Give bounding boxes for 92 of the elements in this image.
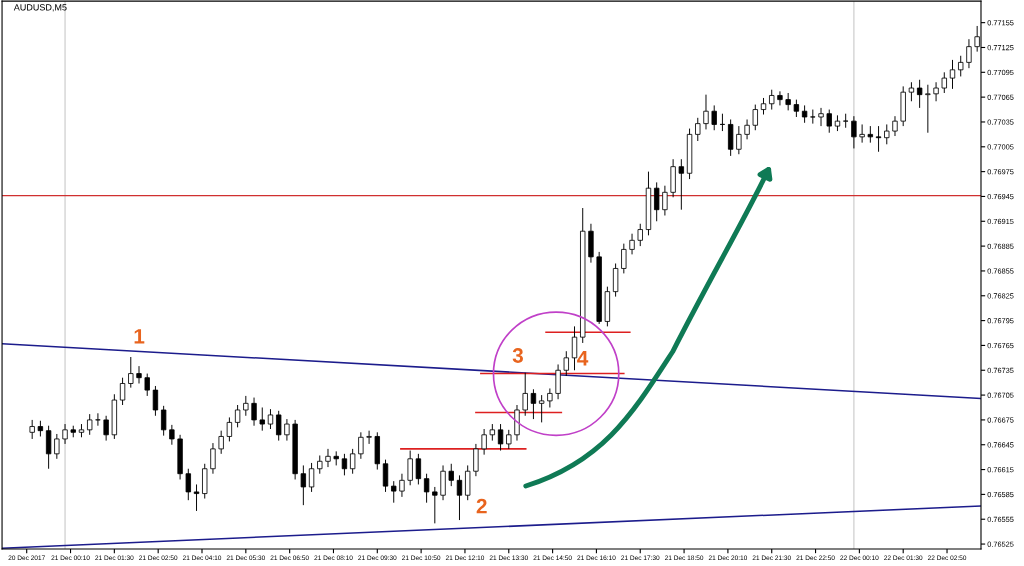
candlestick [752,104,758,131]
candlestick [234,404,241,428]
candlestick [695,117,701,142]
annotation: 1 [134,329,145,344]
candlestick [144,373,150,397]
candlestick [87,413,93,436]
candlestick [415,453,422,485]
candlestick [300,464,307,506]
candlestick [45,425,52,470]
candlestick [243,395,249,417]
candlestick [103,415,109,442]
candlestick [538,394,545,423]
candlestick [440,464,446,501]
candlestick [958,55,964,77]
candlestick [317,455,323,475]
candlestick [777,90,783,106]
candlestick [884,123,890,145]
candlestick [128,356,134,389]
candlestick [629,233,635,255]
candlestick [54,433,60,460]
candlestick [612,263,619,298]
candlestick [654,181,660,222]
candlestick [769,89,775,111]
candlestick [276,410,282,442]
candlestick [506,429,512,450]
candlestick [678,158,685,211]
candlestick [571,325,578,371]
annotation: 2 [476,498,487,514]
candlestick [563,350,569,377]
candlestick [719,113,726,132]
candlestick [859,123,865,144]
candlestick [908,81,915,102]
candlestick [169,424,175,446]
candlestick [325,448,331,468]
candlestick [818,107,824,127]
annotation: 4 [577,351,589,366]
candlestick [637,223,643,247]
candlestick [522,372,528,417]
candlestick [160,405,167,437]
candlestick [267,408,274,430]
candlestick [341,453,348,476]
candlestick [621,243,627,274]
candlestick [711,104,717,131]
chart-title: AUDUSD,M5 [13,4,67,12]
candlestick [826,109,832,134]
candlestick [966,38,972,69]
candlestick [226,416,233,442]
candlestick [949,59,956,90]
candlestick [95,412,101,427]
candlestick [382,459,389,493]
candlestick [29,419,35,440]
candlestick [358,431,364,460]
candlestick [136,365,142,384]
candlestick [185,468,191,501]
candlestick [530,388,537,420]
candlestick [349,448,356,475]
candlestick [465,464,471,501]
candlestick [119,377,126,406]
candlestick [432,486,438,524]
candlestick [366,430,372,445]
candlestick [218,430,224,455]
candlestick [284,418,290,442]
candlestick [193,483,200,512]
annotation: 3 [512,348,523,363]
candlestick [259,407,265,432]
candlestick [547,387,553,408]
candlestick [892,115,898,137]
candlestick [851,115,857,149]
candlestick [448,463,454,487]
candlestick [933,81,939,102]
candlestick [555,363,561,400]
candlestick [423,473,430,504]
candlestick [473,443,479,477]
candlestick [916,79,923,109]
candlestick [456,474,463,521]
candlestick [736,125,742,155]
candlestick [399,473,405,498]
candlestick [391,480,397,504]
candlestick [662,185,668,216]
candlestick [497,423,504,452]
candlestick [210,442,216,475]
candlestick [481,428,487,456]
candlestick [744,118,750,140]
candlestick [941,71,947,94]
candlestick [703,94,709,130]
candlestick [152,385,159,417]
candlestick [407,450,413,486]
candlestick [925,84,931,134]
candlestick [308,462,315,493]
candlestick [62,423,68,445]
candlestick [251,397,257,427]
candlestick [875,125,882,153]
